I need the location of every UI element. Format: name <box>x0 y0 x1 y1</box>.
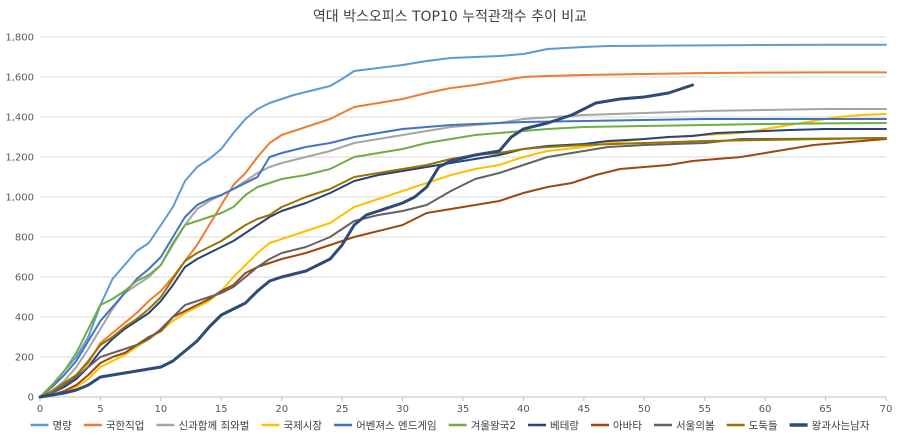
legend-label: 겨울왕국2 <box>471 420 516 432</box>
legend-label: 명량 <box>53 420 73 432</box>
legend-label: 어벤져스 엔드게임 <box>356 419 437 432</box>
y-tick-label: 1,200 <box>5 153 34 164</box>
legend-item: 명량 <box>30 420 73 432</box>
series-line <box>39 71 887 398</box>
series-line <box>39 118 887 398</box>
legend-label: 국한직업 <box>106 419 145 432</box>
legend-item: 도둑들 <box>726 420 778 432</box>
x-tick-label: 45 <box>577 404 590 415</box>
y-tick-label: 800 <box>15 233 34 244</box>
y-tick-label: 600 <box>15 273 34 284</box>
legend-item: 아바타 <box>591 420 642 432</box>
legend-label: 왕과사는남자 <box>812 420 870 432</box>
x-tick-label: 55 <box>698 404 711 415</box>
x-tick-label: 15 <box>215 404 228 415</box>
x-tick-label: 70 <box>880 404 893 415</box>
legend-label: 도둑들 <box>749 420 778 432</box>
y-tick-label: 200 <box>15 353 34 364</box>
x-tick-label: 25 <box>336 404 349 415</box>
legend-item: 어벤져스 엔드게임 <box>334 419 437 432</box>
y-tick-label: 1,600 <box>5 73 34 84</box>
x-tick-label: 10 <box>154 404 167 415</box>
y-tick-label: 1,400 <box>5 113 34 124</box>
legend-label: 아바타 <box>613 420 642 432</box>
legend-item: 신과함께 죄와벌 <box>156 420 249 432</box>
x-tick-label: 50 <box>638 404 651 415</box>
chart-title: 역대 박스오피스 TOP10 누적관객수 추이 비교 <box>313 9 587 25</box>
series-line <box>39 137 887 398</box>
y-tick-label: 1,800 <box>5 33 34 44</box>
y-tick-label: 1,000 <box>5 193 34 204</box>
legend-label: 국제시장 <box>283 420 322 432</box>
series-layer <box>38 43 887 399</box>
legend: 명량 국한직업 신과함께 죄와벌 국제시장 어벤져스 엔드게임 겨울왕국2 베테랑 아바타 서울… <box>30 419 870 432</box>
x-tick-label: 5 <box>97 404 103 415</box>
legend-label: 서울의봄 <box>676 420 715 432</box>
series-line <box>38 83 695 399</box>
series-line <box>39 43 887 398</box>
legend-item: 베테랑 <box>528 420 579 432</box>
x-tick-label: 35 <box>457 404 470 415</box>
legend-label: 베테랑 <box>550 420 579 432</box>
legend-item: 왕과사는남자 <box>789 420 870 432</box>
x-tick-label: 20 <box>275 404 288 415</box>
series-line <box>39 138 887 398</box>
y-tick-label: 400 <box>15 313 34 324</box>
x-tick-label: 60 <box>759 404 772 415</box>
series-line <box>39 122 887 398</box>
series-line <box>39 128 887 398</box>
axes: 0 200 400 600 800 1,000 1,200 1,400 1,600 1,800 0 5… <box>5 33 892 416</box>
series-line <box>39 137 887 398</box>
y-tick-label: 0 <box>28 393 34 404</box>
legend-item: 국한직업 <box>83 419 145 432</box>
legend-label: 신과함께 죄와벌 <box>178 420 249 432</box>
legend-item: 겨울왕국2 <box>448 420 516 432</box>
x-tick-label: 65 <box>819 404 832 415</box>
x-tick-label: 0 <box>37 404 43 415</box>
gridlines <box>40 36 886 398</box>
series-line <box>39 108 887 398</box>
x-tick-label: 30 <box>396 404 409 415</box>
legend-item: 국제시장 <box>261 420 322 432</box>
legend-item: 서울의봄 <box>654 420 715 432</box>
x-tick-label: 40 <box>517 404 530 415</box>
